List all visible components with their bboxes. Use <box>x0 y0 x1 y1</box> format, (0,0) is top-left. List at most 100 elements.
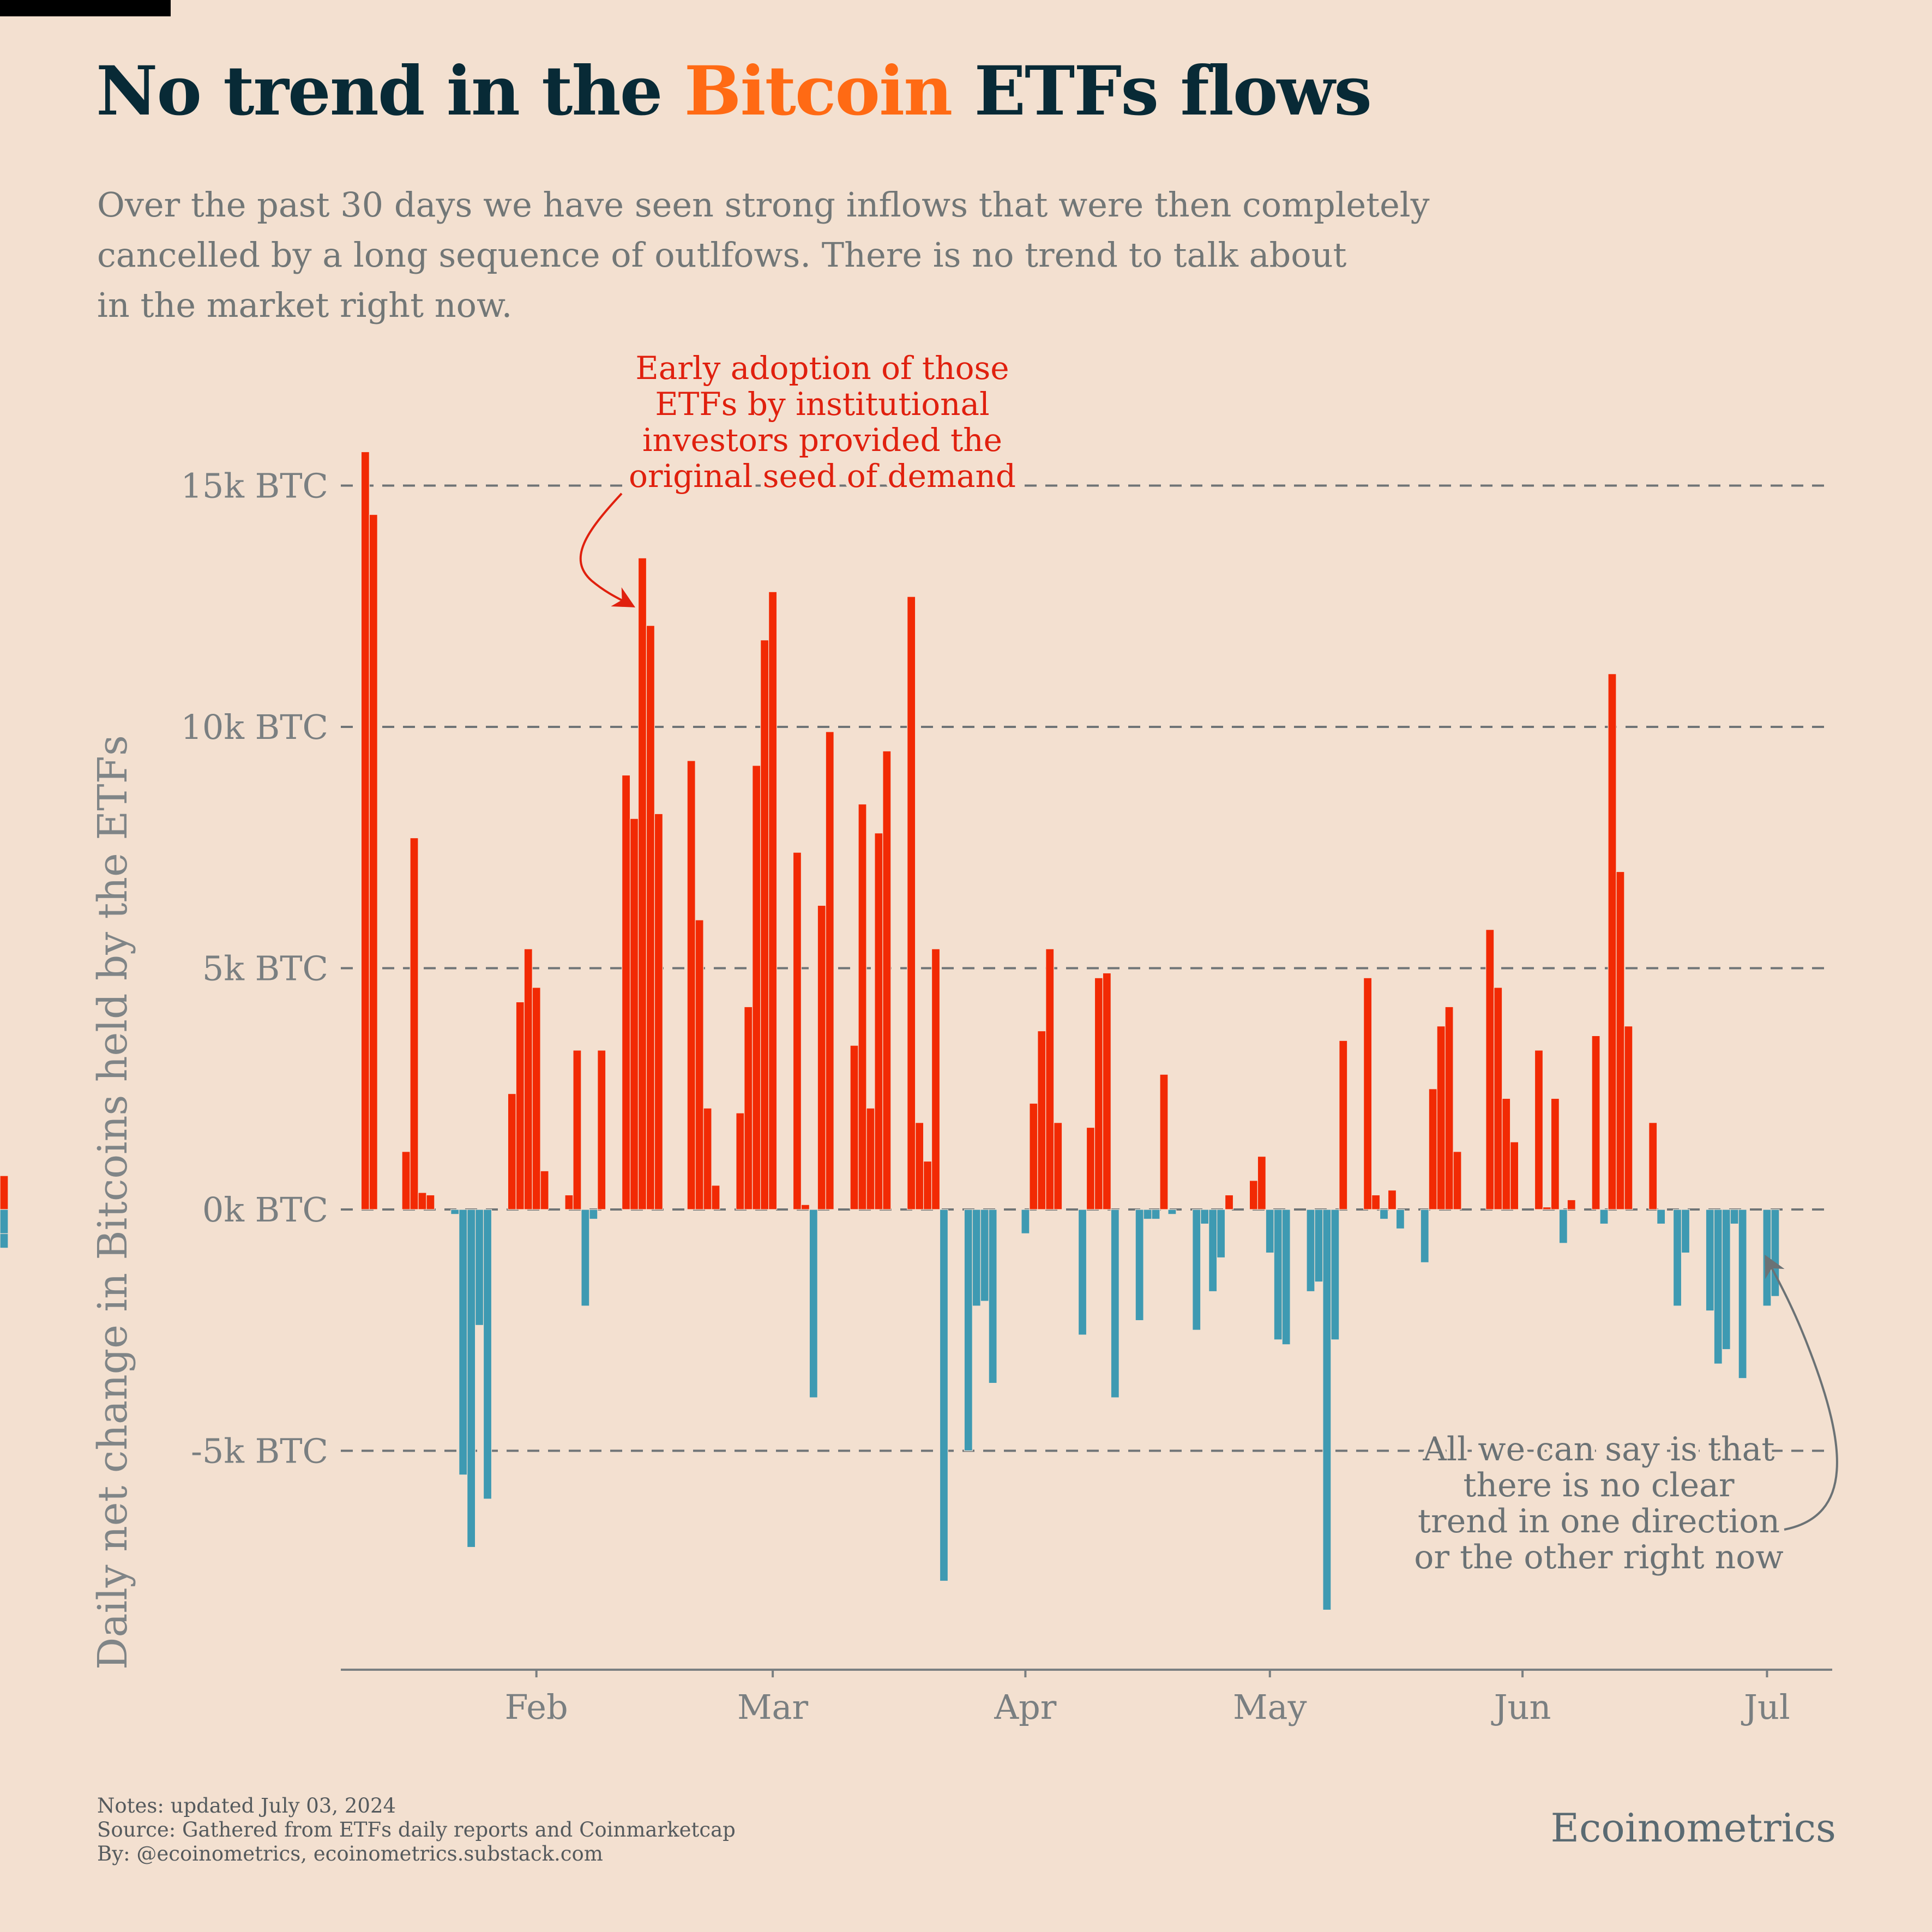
bar-outflow <box>1306 1209 1315 1292</box>
bar-inflow <box>1045 948 1055 1210</box>
y-tick-label: 0k BTC <box>202 1190 328 1230</box>
bar-inflow <box>523 948 533 1210</box>
bar-outflow <box>1322 1209 1332 1611</box>
bar-inflow <box>1436 1026 1446 1210</box>
y-axis-label: Daily net change in Bitcoins held by the… <box>89 735 136 1670</box>
y-tick-labels: 15k BTC 10k BTC 5k BTC 0k BTC -5k BTC <box>180 466 328 1471</box>
annotation-line: or the other right now <box>1414 1538 1784 1576</box>
bar-inflow <box>923 1160 932 1210</box>
bar-inflow <box>1624 1026 1633 1210</box>
bar-inflow <box>410 837 419 1210</box>
subtitle-line-2: cancelled by a long sequence of outlfows… <box>97 235 1347 275</box>
bar-outflow <box>1379 1209 1389 1220</box>
annotation-line: trend in one direction <box>1418 1502 1780 1540</box>
annotation-line: Early adoption of those <box>635 350 1009 387</box>
bar-outflow <box>581 1209 590 1307</box>
bar-inflow <box>1037 1030 1046 1210</box>
bar-outflow <box>1672 1209 1682 1307</box>
bar-inflow <box>1249 1180 1258 1210</box>
bar-inflow <box>1453 1151 1462 1210</box>
bar-inflow <box>532 987 541 1210</box>
bar-inflow <box>1567 1199 1576 1210</box>
bar-inflow <box>825 731 834 1210</box>
bar-inflow <box>1029 1103 1038 1210</box>
bar-inflow <box>752 765 761 1210</box>
bar-outflow <box>1558 1209 1568 1244</box>
bar-outflow <box>1771 1209 1780 1297</box>
x-axis: Feb Mar Apr May Jun Jul <box>341 1669 1832 1727</box>
x-tick-label: Feb <box>505 1687 568 1727</box>
bar-inflow <box>1534 1050 1544 1210</box>
bar-outflow <box>589 1209 598 1220</box>
bar-inflow <box>1363 977 1373 1210</box>
bar-outflow <box>1420 1209 1429 1263</box>
bar-outflow <box>1110 1209 1120 1398</box>
bar-inflow <box>1494 987 1503 1210</box>
bar-inflow <box>1224 1194 1234 1210</box>
bar-inflow <box>1428 1088 1437 1210</box>
chart-subtitle: Over the past 30 days we have seen stron… <box>97 180 1460 330</box>
title-highlight: Bitcoin <box>684 52 953 131</box>
bar-inflow <box>695 919 704 1210</box>
bar-inflow <box>1102 972 1111 1210</box>
bar-inflow <box>622 774 631 1210</box>
bar-outflow <box>1200 1209 1209 1225</box>
title-part-2: ETFs flows <box>952 52 1373 131</box>
bar-outflow <box>467 1209 476 1548</box>
annotation-line: All we can say is that <box>1422 1430 1774 1468</box>
annotation-arrow-gray <box>1765 1254 1838 1531</box>
bar-inflow <box>866 1108 875 1210</box>
bar-outflow <box>1395 1209 1405 1230</box>
bar-inflow <box>1502 1098 1511 1210</box>
annotation-line: original seed of demand <box>629 458 1016 495</box>
bar-outflow <box>980 1209 989 1302</box>
x-tick-label: Apr <box>994 1687 1056 1727</box>
bar-outflow <box>483 1209 492 1500</box>
bar-outflow <box>1273 1209 1283 1340</box>
bar-outflow <box>988 1209 997 1384</box>
chart-title: No trend in the Bitcoin ETFs flows <box>96 48 1373 135</box>
bar-outflow <box>1713 1209 1723 1364</box>
bar-inflow <box>907 596 916 1210</box>
bar-inflow <box>1387 1190 1397 1210</box>
bar-inflow <box>931 948 941 1210</box>
bar-inflow <box>507 1093 516 1210</box>
y-tick-label: -5k BTC <box>191 1431 328 1471</box>
bar-outflow <box>1281 1209 1291 1345</box>
bar-inflow <box>369 514 378 1210</box>
bar-inflow <box>1542 1206 1551 1210</box>
bar-inflow <box>1608 673 1617 1210</box>
bar-inflow <box>1485 929 1495 1210</box>
bar-inflow <box>1648 1122 1658 1210</box>
bars <box>0 451 1780 1611</box>
bar-outflow <box>1167 1209 1177 1215</box>
bar-outflow <box>459 1209 468 1476</box>
x-tick-label: Mar <box>737 1687 808 1727</box>
annotation-line: there is no clear <box>1463 1466 1734 1504</box>
bar-inflow <box>1591 1035 1600 1210</box>
annotation-line: investors provided the <box>642 422 1002 459</box>
bar-inflow <box>1159 1074 1169 1210</box>
bar-inflow <box>597 1050 606 1210</box>
bar-outflow <box>939 1209 949 1582</box>
bar-inflow <box>1616 871 1625 1210</box>
y-tick-label: 5k BTC <box>202 949 328 989</box>
y-tick-label: 15k BTC <box>180 466 328 506</box>
bar-inflow <box>360 451 370 1210</box>
notes-source: Source: Gathered from ETFs daily reports… <box>97 1818 736 1841</box>
bar-outflow <box>1192 1209 1201 1331</box>
bar-inflow <box>540 1170 549 1210</box>
bar-inflow <box>654 813 663 1210</box>
bar-outflow <box>1599 1209 1609 1225</box>
bar-outflow <box>1314 1209 1323 1283</box>
bar-outflow <box>1143 1209 1152 1220</box>
bar-inflow <box>736 1112 745 1210</box>
subtitle-line-3: in the market right now. <box>97 285 513 325</box>
notes-by: By: @ecoinometrics, ecoinometrics.substa… <box>97 1842 603 1865</box>
bar-inflow <box>1371 1194 1381 1210</box>
bar-outflow <box>1078 1209 1087 1335</box>
bar-inflow <box>760 640 769 1210</box>
brand-logo-text: Ecoinometrics <box>1550 1805 1836 1851</box>
